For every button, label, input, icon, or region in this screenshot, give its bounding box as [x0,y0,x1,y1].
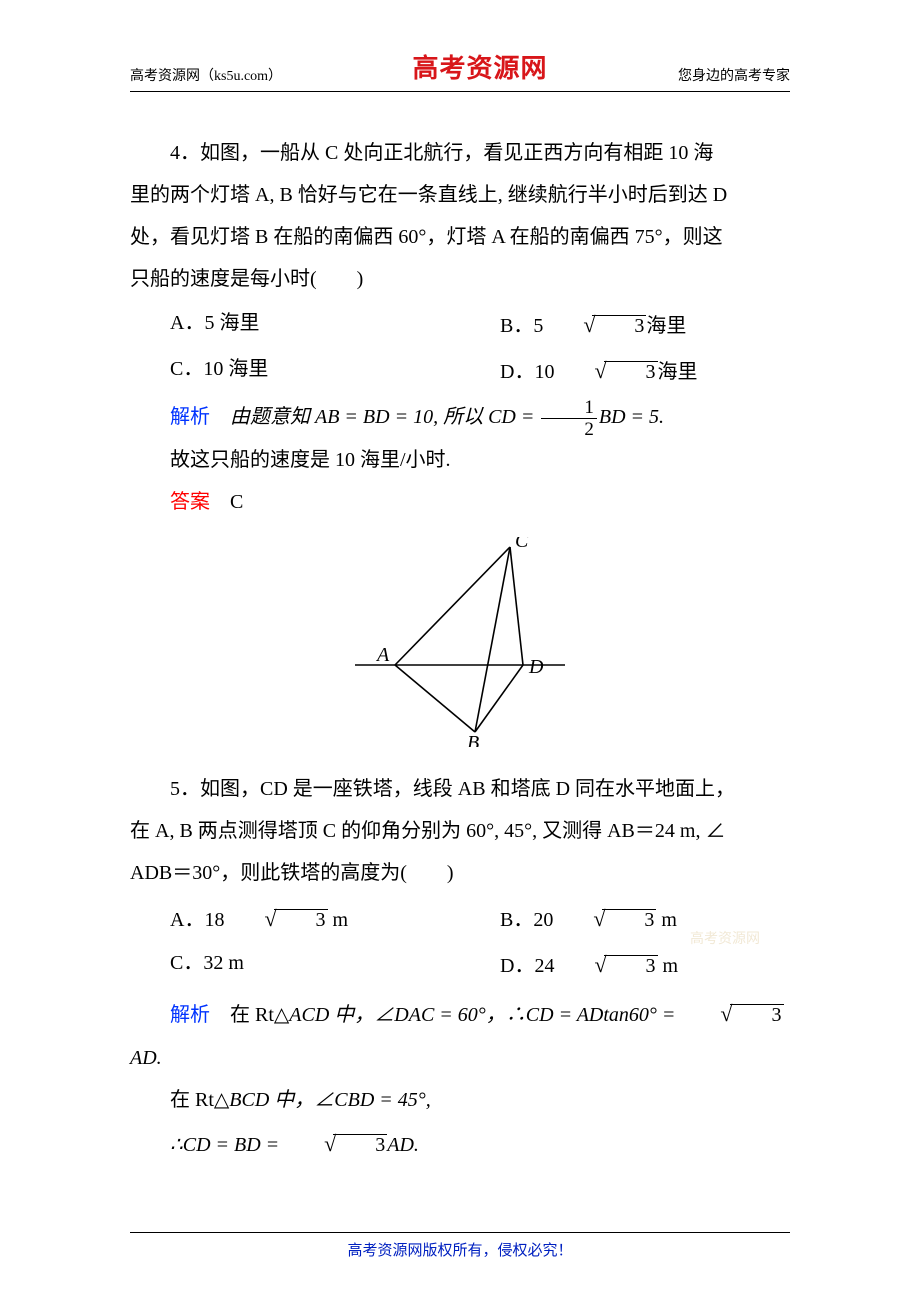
jiexi-label: 解析 [170,406,210,428]
q5-stem-text1: 5．如图，CD 是一座铁塔，线段 AB 和塔底 D 同在水平地面上， [170,778,735,800]
q5-opt-c-text: C．32 m [170,952,244,974]
q4-opt-c-text: C．10 海里 [170,358,268,380]
answer-label: 答案 [170,491,210,513]
q5-opt-a-pre: A．18 [170,909,224,931]
q5-option-a: A．18√3 m [130,896,460,942]
q5-jiexi-l1-rad: 3 [730,1004,784,1025]
q5-options: A．18√3 m B．20√3 m C．32 m D．24√3 m [130,896,790,988]
q5-jiexi-line1: 解析 在 Rt△ACD 中，∠DAC = 60°，∴CD = ADtan60° … [130,991,790,1079]
q5-opt-b-rad: 3 [602,909,656,930]
figure-label-d: D [528,656,544,678]
triangle-diagram-icon: C A D B [345,537,575,747]
sqrt-icon: √3 [284,1121,387,1167]
q5-jiexi-l3-rad: 3 [333,1134,387,1155]
q4-stem-text1: 4．如图，一船从 C 处向正北航行，看见正西方向有相距 10 海 [170,142,713,164]
q5-jiexi-line2: 在 Rt△BCD 中，∠CBD = 45°, [130,1079,790,1121]
figure-label-c: C [515,537,529,552]
q5-stem-line3: ADB＝30°，则此铁塔的高度为( ) [130,852,790,894]
q4-opt-b-pre: B．5 [500,315,543,337]
geometry-figure: C A D B [130,537,790,762]
q5-jiexi-l2a: 在 Rt [170,1089,214,1111]
q5-opt-a-suf: m [328,909,349,931]
page: 高考资源网（ks5u.com） 高考资源网 您身边的高考专家 4．如图，一船从 … [0,0,920,1302]
q4-option-a: A．5 海里 [130,302,460,348]
q4-stem-line3: 处，看见灯塔 B 在船的南偏西 60°，灯塔 A 在船的南偏西 75°，则这 [130,216,790,258]
q5-jiexi-l3b: AD. [387,1134,419,1156]
q5-jiexi-l1c: AD. [130,1047,162,1069]
q5-option-b: B．20√3 m [460,896,790,942]
fraction-icon: 12 [541,398,597,439]
q5-jiexi-l1a: 在 Rt [210,1004,274,1026]
q5-jiexi-l1b: ACD 中，∠DAC = 60°，∴CD = ADtan60° = [289,1004,680,1026]
sqrt-icon: √3 [224,896,327,942]
q4-option-d: D．10√3海里 [460,348,790,394]
q5-opt-d-rad: 3 [604,955,658,976]
q5-opt-a-rad: 3 [274,909,328,930]
q4-opt-d-rad: 3 [604,361,658,382]
sqrt-icon: √3 [680,991,783,1037]
page-footer: 高考资源网版权所有，侵权必究！ [130,1232,790,1260]
q5-stem-line1: 5．如图，CD 是一座铁塔，线段 AB 和塔底 D 同在水平地面上， [130,768,790,810]
figure-label-b: B [467,732,479,747]
q5-jiexi-l3a: ∴CD = BD = [170,1134,284,1156]
q5-jiexi-line3: ∴CD = BD = √3AD. [130,1121,790,1167]
q5-option-c: C．32 m [130,942,460,988]
page-header: 高考资源网（ks5u.com） 高考资源网 您身边的高考专家 [130,0,790,92]
q4-stem-line4: 只船的速度是每小时( ) [130,258,790,300]
q4-answer-value: C [210,491,243,513]
q4-frac-num: 1 [541,398,597,419]
q4-opt-d-pre: D．10 [500,361,554,383]
header-center-title: 高考资源网 [282,48,678,85]
q4-answer: 答案 C [130,481,790,523]
sqrt-icon: √3 [554,942,657,988]
q4-jiexi-suf: BD = 5. [599,406,664,428]
sqrt-icon: √3 [554,348,657,394]
q4-stem-line1: 4．如图，一船从 C 处向正北航行，看见正西方向有相距 10 海 [130,132,790,174]
q5-stem-line2: 在 A, B 两点测得塔顶 C 的仰角分别为 60°, 45°, 又测得 AB＝… [130,810,790,852]
q5-opt-b-pre: B．20 [500,909,553,931]
q4-opt-a-text: A．5 海里 [170,312,259,334]
q4-option-c: C．10 海里 [130,348,460,394]
q5-opt-d-pre: D．24 [500,955,554,977]
q5-option-d: D．24√3 m [460,942,790,988]
header-left: 高考资源网（ks5u.com） [130,65,282,85]
sqrt-icon: √3 [543,302,646,348]
page-content: 4．如图，一船从 C 处向正北航行，看见正西方向有相距 10 海 里的两个灯塔 … [130,92,790,1167]
q5-jiexi-l2b: BCD 中，∠CBD = 45°, [229,1089,431,1111]
q4-jiexi-pre: 由题意知 AB = BD = 10, 所以 CD = [210,406,539,428]
jiexi-label: 解析 [170,1004,210,1026]
q4-jiexi-line1: 解析 由题意知 AB = BD = 10, 所以 CD = 12BD = 5. [130,396,790,439]
triangle-icon: △ [274,1004,289,1026]
q4-option-b: B．5√3海里 [460,302,790,348]
triangle-icon: △ [214,1089,229,1111]
q5-opt-b-suf: m [656,909,677,931]
q4-stem-line2: 里的两个灯塔 A, B 恰好与它在一条直线上, 继续航行半小时后到达 D [130,174,790,216]
q4-frac-den: 2 [541,419,597,439]
q4-options: A．5 海里 B．5√3海里 C．10 海里 D．10√3海里 [130,302,790,394]
q4-jiexi-line2: 故这只船的速度是 10 海里/小时. [130,439,790,481]
q5-opt-d-suf: m [658,955,679,977]
sqrt-icon: √3 [553,896,656,942]
q4-opt-b-rad: 3 [592,315,646,336]
q4-opt-b-suf: 海里 [646,315,686,337]
q4-opt-d-suf: 海里 [658,361,698,383]
figure-label-a: A [375,644,390,666]
header-right: 您身边的高考专家 [678,65,790,85]
